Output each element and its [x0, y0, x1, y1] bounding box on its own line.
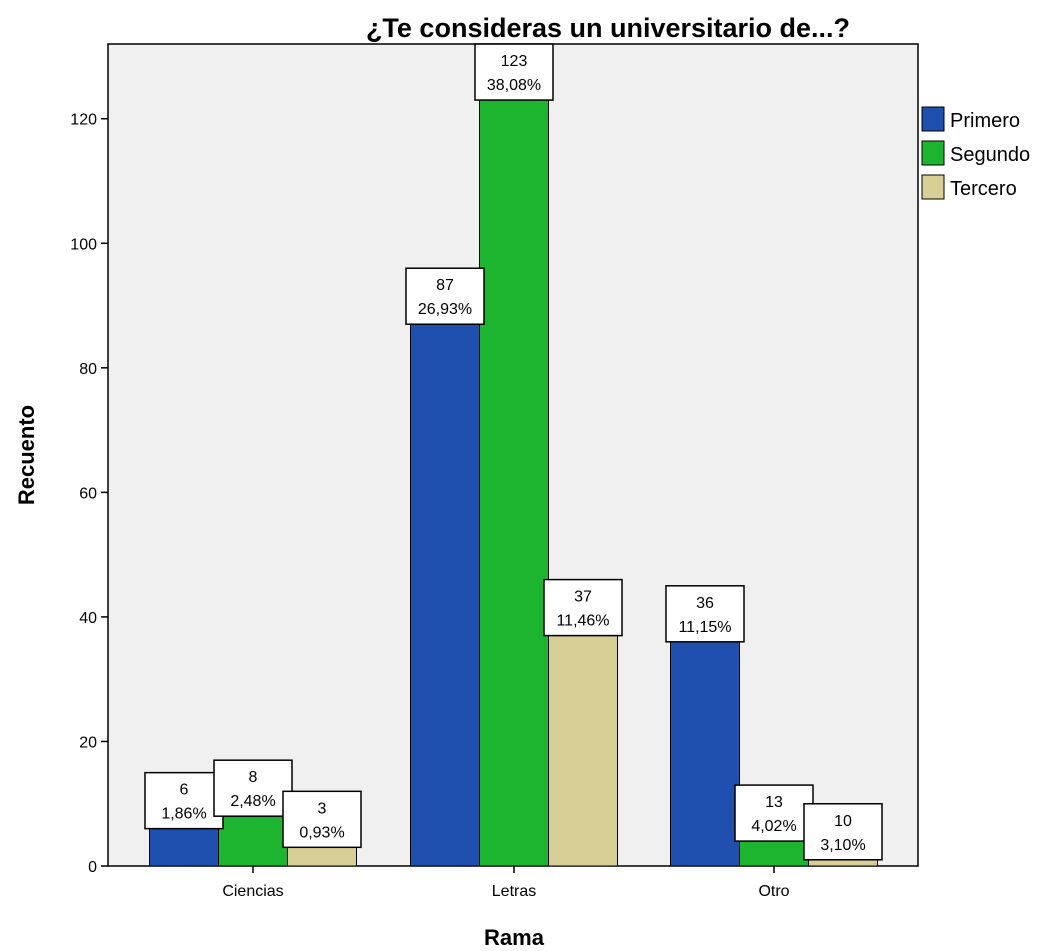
data-label: 13 4,02%	[734, 784, 814, 842]
data-label: 37 11,46%	[543, 578, 623, 637]
x-axis-label: Rama	[484, 925, 545, 950]
x-axis: Ciencias Letras Otro	[222, 866, 790, 900]
y-tick-label: 60	[79, 485, 97, 502]
data-label-box	[665, 585, 745, 643]
bar-tercero-ciencias	[287, 846, 357, 867]
bar-primero-letras	[410, 323, 480, 867]
bar-primero-ciencias	[149, 828, 219, 867]
data-label-count: 13	[765, 794, 783, 811]
data-label-percent: 3,10%	[820, 837, 865, 854]
data-label: 36 11,15%	[665, 585, 745, 643]
data-label-percent: 4,02%	[751, 818, 796, 835]
data-label-count: 8	[249, 769, 258, 786]
data-labels-group: 6 1,86% 87 26,93% 36 11,15% 8 2,48% 123 38,08% 13 4…	[144, 43, 883, 861]
data-label-box	[405, 267, 485, 325]
data-label-box	[734, 784, 814, 842]
data-label: 87 26,93%	[405, 267, 485, 325]
bars-group	[149, 99, 878, 867]
data-label: 3 0,93%	[282, 790, 362, 849]
data-label: 10 3,10%	[803, 803, 883, 861]
data-label-count: 10	[834, 813, 852, 830]
chart-title: ¿Te consideras un universitario de...?	[366, 13, 850, 43]
legend-label-segundo: Segundo	[950, 144, 1030, 166]
data-label-box	[282, 790, 362, 849]
data-label-percent: 1,86%	[161, 806, 206, 823]
data-label-count: 36	[696, 595, 714, 612]
data-label-box	[144, 771, 224, 830]
bar-primero-otro	[670, 641, 740, 867]
legend-label-primero: Primero	[950, 110, 1020, 132]
data-label-percent: 11,15%	[678, 619, 731, 636]
y-tick-label: 0	[88, 859, 97, 876]
data-label-box	[803, 803, 883, 861]
data-label: 123 38,08%	[474, 43, 554, 101]
bar-segundo-otro	[739, 840, 809, 867]
y-axis-label: Recuento	[14, 405, 39, 505]
legend-label-tercero: Tercero	[950, 178, 1017, 200]
data-label: 6 1,86%	[144, 771, 224, 830]
y-tick-label: 40	[79, 610, 97, 627]
y-tick-label: 100	[70, 236, 97, 253]
data-label: 8 2,48%	[213, 759, 293, 817]
data-label-count: 123	[501, 53, 528, 70]
bar-segundo-ciencias	[218, 815, 288, 867]
data-label-percent: 2,48%	[230, 793, 275, 810]
y-axis: 0 20 40 60 80 100 120	[70, 112, 108, 876]
data-label-box	[543, 578, 623, 637]
legend: Primero Segundo Tercero	[921, 106, 1030, 200]
legend-swatch-tercero	[921, 174, 945, 200]
legend-swatch-primero	[921, 106, 945, 132]
x-tick-label: Otro	[758, 883, 789, 900]
x-tick-label: Letras	[492, 883, 536, 900]
data-label-box	[474, 43, 554, 101]
y-tick-label: 120	[70, 112, 97, 129]
y-tick-label: 80	[79, 361, 97, 378]
data-label-count: 3	[318, 800, 327, 817]
data-label-percent: 11,46%	[556, 613, 609, 630]
bar-tercero-otro	[808, 859, 878, 867]
data-label-percent: 0,93%	[299, 824, 344, 841]
x-tick-label: Ciencias	[222, 883, 283, 900]
bar-tercero-letras	[548, 635, 618, 867]
bar-segundo-letras	[479, 99, 549, 867]
data-label-percent: 26,93%	[418, 301, 472, 318]
data-label-count: 37	[574, 589, 592, 606]
data-label-percent: 38,08%	[487, 77, 541, 94]
data-label-count: 87	[436, 277, 454, 294]
y-tick-label: 20	[79, 734, 97, 751]
data-label-box	[213, 759, 293, 817]
data-label-count: 6	[180, 782, 189, 799]
legend-swatch-segundo	[921, 140, 945, 166]
